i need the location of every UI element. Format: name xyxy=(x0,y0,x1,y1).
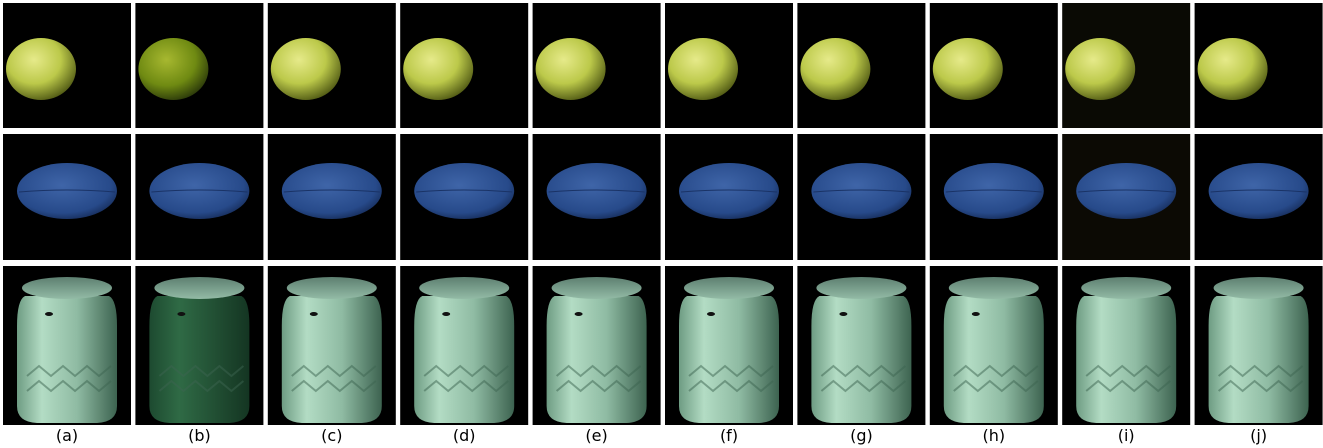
jar-image xyxy=(1062,266,1190,425)
jar-body xyxy=(149,296,249,423)
ball-image xyxy=(135,134,263,260)
jar-image xyxy=(1195,266,1323,425)
lemon-image xyxy=(268,3,396,128)
jar-lid xyxy=(949,277,1039,299)
jar-body xyxy=(944,296,1044,423)
lemon xyxy=(933,38,1003,100)
page: (a)(b)(c)(d)(e)(f)(g)(h)(i)(j) (() => { … xyxy=(0,0,1323,448)
lemon xyxy=(403,38,473,100)
lemon-image xyxy=(797,3,925,128)
jar-lid xyxy=(684,277,774,299)
jar-body xyxy=(17,296,117,423)
jar-image xyxy=(533,266,661,425)
lemon xyxy=(800,38,870,100)
panel-label: (h) xyxy=(982,426,1005,445)
jar-lid xyxy=(22,277,112,299)
jar-body xyxy=(547,296,647,423)
ball-image xyxy=(665,134,793,260)
jar-body xyxy=(811,296,911,423)
jar-lid xyxy=(154,277,244,299)
jar-image xyxy=(665,266,793,425)
ball-image xyxy=(400,134,528,260)
ball-image xyxy=(3,134,131,260)
jar-image xyxy=(797,266,925,425)
lemon xyxy=(536,38,606,100)
jar-lid xyxy=(816,277,906,299)
lemon-image xyxy=(533,3,661,128)
panel-label: (i) xyxy=(1118,426,1135,445)
jar-lid xyxy=(1214,277,1304,299)
jar-highlight xyxy=(839,312,847,316)
jar-body xyxy=(1076,296,1176,423)
panel-label: (f) xyxy=(720,426,738,445)
lemon-image xyxy=(3,3,131,128)
jar-highlight xyxy=(575,312,583,316)
lemon-image xyxy=(135,3,263,128)
jar-body xyxy=(679,296,779,423)
panel-label: (a) xyxy=(56,426,78,445)
ball-image xyxy=(1195,134,1323,260)
jar-body xyxy=(1209,296,1309,423)
jar-image xyxy=(135,266,263,425)
ball-image xyxy=(930,134,1058,260)
panel-label: (e) xyxy=(585,426,607,445)
jar-body xyxy=(282,296,382,423)
jar-body xyxy=(414,296,514,423)
lemon-image xyxy=(1195,3,1323,128)
jar-highlight xyxy=(45,312,53,316)
jar-highlight xyxy=(310,312,318,316)
jar-lid xyxy=(1081,277,1171,299)
lemon xyxy=(138,38,208,100)
lemon-image xyxy=(665,3,793,128)
jar-lid xyxy=(287,277,377,299)
panel-label: (c) xyxy=(321,426,342,445)
panel-label: (b) xyxy=(188,426,211,445)
figure: (a) (b) (c) (d) (e) (f) (g) (h) (i) (j) xyxy=(0,0,1323,448)
ball-image xyxy=(1062,134,1190,260)
jar-lid xyxy=(552,277,642,299)
jar-image xyxy=(930,266,1058,425)
lemon-image xyxy=(400,3,528,128)
lemon-image xyxy=(930,3,1058,128)
lemon xyxy=(1198,38,1268,100)
jar-image xyxy=(400,266,528,425)
jar-highlight xyxy=(707,312,715,316)
ball-image xyxy=(533,134,661,260)
lemon-image xyxy=(1062,3,1190,128)
lemon xyxy=(271,38,341,100)
jar-image xyxy=(268,266,396,425)
lemon xyxy=(6,38,76,100)
jar-highlight xyxy=(972,312,980,316)
ball-image xyxy=(268,134,396,260)
jar-highlight xyxy=(177,312,185,316)
jar-image xyxy=(3,266,131,425)
ball-image xyxy=(797,134,925,260)
jar-highlight xyxy=(442,312,450,316)
panel-label: (j) xyxy=(1250,426,1267,445)
lemon xyxy=(668,38,738,100)
jar-lid xyxy=(419,277,509,299)
panel-label: (g) xyxy=(850,426,873,445)
lemon xyxy=(1065,38,1135,100)
panel-label: (d) xyxy=(453,426,476,445)
